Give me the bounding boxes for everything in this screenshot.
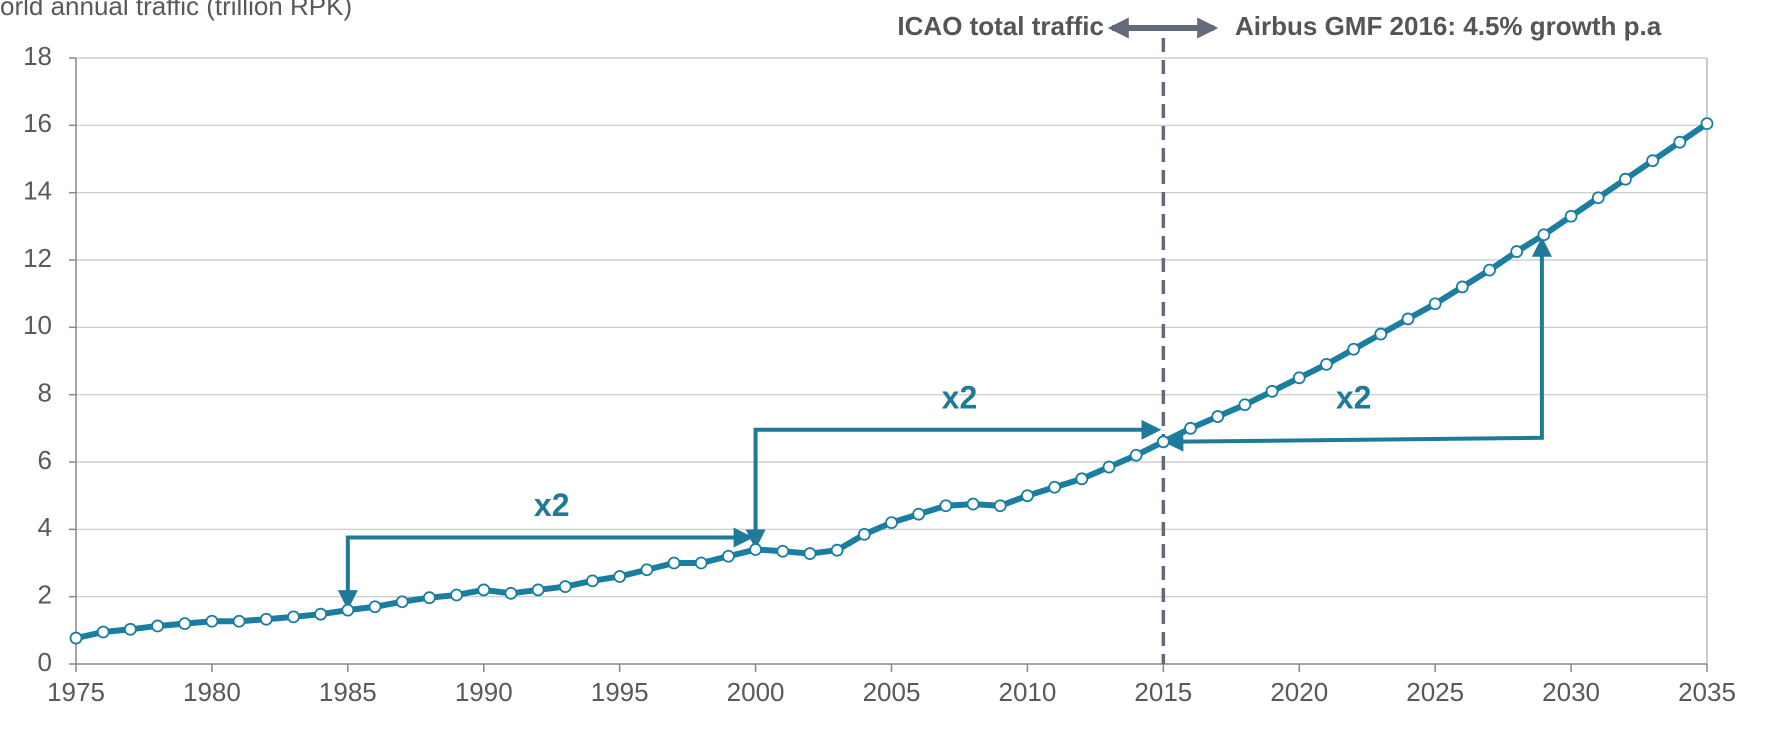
doubling-arrow <box>1163 236 1552 452</box>
y-axis-label: orld annual traffic (trillion RPK) <box>0 0 352 21</box>
data-point <box>259 612 273 626</box>
data-point <box>1619 172 1632 186</box>
data-point <box>368 600 382 614</box>
data-point <box>1374 327 1388 341</box>
data-point <box>803 547 817 560</box>
x-tick-label: 1990 <box>455 677 513 707</box>
data-point <box>395 595 409 609</box>
data-point <box>1700 117 1714 131</box>
doubling-arrow <box>337 527 754 611</box>
data-point <box>1537 228 1551 242</box>
data-point <box>151 619 164 633</box>
y-tick-label: 0 <box>38 647 52 677</box>
data-point <box>232 614 246 628</box>
x-tick-label: 1975 <box>47 677 105 707</box>
data-point <box>885 516 898 529</box>
data-point <box>939 499 953 513</box>
data-point <box>531 583 545 597</box>
x-tick-label: 2005 <box>863 677 921 707</box>
data-point <box>1238 398 1252 412</box>
doubling-label: x2 <box>534 487 570 523</box>
data-point <box>314 607 328 621</box>
doubling-label: x2 <box>1336 379 1372 415</box>
x-tick-label: 2035 <box>1678 677 1736 707</box>
data-point <box>640 563 654 577</box>
data-point <box>1564 209 1578 223</box>
y-tick-label: 18 <box>23 41 52 71</box>
x-tick-label: 2025 <box>1406 677 1464 707</box>
data-point <box>205 614 219 628</box>
data-point <box>912 507 926 521</box>
x-tick-label: 1980 <box>183 677 241 707</box>
data-point <box>586 574 599 588</box>
right-annotation: Airbus GMF 2016: 4.5% growth p.a <box>1235 11 1662 41</box>
data-point <box>1455 280 1469 294</box>
data-point <box>123 622 137 636</box>
data-point <box>613 570 627 583</box>
data-point <box>1320 357 1333 371</box>
data-point <box>1401 312 1415 326</box>
y-tick-label: 2 <box>38 580 52 610</box>
data-point <box>1646 154 1660 168</box>
data-point <box>966 497 980 511</box>
data-point <box>667 556 681 570</box>
data-point <box>1483 263 1496 277</box>
x-tick-label: 2010 <box>998 677 1056 707</box>
data-point <box>776 544 790 558</box>
data-point <box>1102 460 1116 474</box>
y-tick-label: 10 <box>23 310 52 340</box>
data-point <box>1510 245 1524 258</box>
data-point <box>1184 421 1197 435</box>
y-tick-label: 12 <box>23 243 52 273</box>
x-tick-label: 2030 <box>1542 677 1600 707</box>
data-point <box>722 549 735 563</box>
data-point <box>287 610 300 624</box>
data-point <box>993 499 1007 513</box>
data-point <box>1021 489 1034 503</box>
y-tick-label: 6 <box>38 445 52 475</box>
y-tick-label: 14 <box>23 176 52 206</box>
data-point <box>1129 448 1143 462</box>
y-tick-label: 8 <box>38 378 52 408</box>
x-tick-label: 1995 <box>591 677 649 707</box>
x-tick-label: 2020 <box>1270 677 1328 707</box>
x-tick-label: 1985 <box>319 677 377 707</box>
left-annotation: ICAO total traffic <box>897 11 1104 41</box>
doubling-arrow <box>745 419 1162 550</box>
data-point <box>830 543 844 557</box>
doubling-label: x2 <box>942 379 978 415</box>
data-point <box>694 556 708 570</box>
data-point <box>450 588 463 602</box>
data-point <box>1347 342 1361 356</box>
data-point <box>1428 297 1442 311</box>
data-point <box>422 591 436 605</box>
data-point <box>341 603 355 617</box>
data-point <box>558 580 572 593</box>
data-point <box>477 583 491 597</box>
y-tick-label: 16 <box>23 108 52 138</box>
data-point <box>749 543 762 556</box>
data-point <box>1591 191 1605 205</box>
x-tick-label: 2015 <box>1134 677 1192 707</box>
y-tick-label: 4 <box>38 512 52 542</box>
data-point <box>96 625 110 639</box>
data-point <box>178 617 192 630</box>
data-point <box>1156 435 1170 449</box>
data-point <box>504 586 518 600</box>
data-point <box>1211 410 1225 423</box>
series-line <box>75 121 1709 642</box>
data-point <box>1075 472 1089 486</box>
data-point <box>1265 384 1279 398</box>
x-tick-label: 2000 <box>727 677 785 707</box>
data-point <box>1673 135 1687 149</box>
data-point <box>857 527 871 541</box>
data-point <box>1048 480 1061 494</box>
data-point <box>1292 371 1306 385</box>
data-point <box>69 631 83 645</box>
